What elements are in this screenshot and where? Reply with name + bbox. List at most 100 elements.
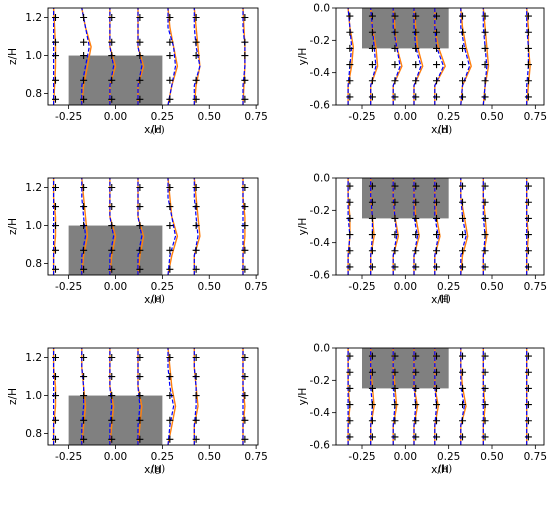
measurement-marker xyxy=(241,14,249,22)
measurement-marker xyxy=(80,265,88,273)
x-tick-label: 0.25 xyxy=(151,111,174,123)
x-tick-label: 0.25 xyxy=(151,451,174,463)
plot-area xyxy=(52,178,249,275)
measurement-marker xyxy=(108,76,116,84)
measurement-marker xyxy=(412,352,420,360)
measurement-marker xyxy=(52,184,59,192)
y-tick-label: -0.4 xyxy=(310,67,331,79)
measurement-marker xyxy=(412,368,420,376)
panel-e: -0.25 0.00 0.25 0.50 0.75 0.8 1.0 1.2 x/H z/H (e) xyxy=(7,177,268,306)
measurement-marker xyxy=(412,93,420,101)
measurement-marker xyxy=(241,76,249,84)
x-tick-label: 0.50 xyxy=(198,281,221,293)
measurement-marker xyxy=(481,368,489,376)
measurement-marker xyxy=(459,44,467,52)
measurement-marker xyxy=(108,392,116,400)
measurement-marker xyxy=(524,198,532,206)
solid-profile-6 xyxy=(460,348,467,445)
measurement-marker xyxy=(192,38,200,46)
measurement-marker xyxy=(524,93,532,101)
y-axis-title: y/H xyxy=(297,218,309,236)
measurement-marker xyxy=(108,246,116,254)
panel-g: -0.25 0.00 0.25 0.50 0.75 0.8 1.0 1.2 x/H z/H (g) xyxy=(7,347,268,476)
measurement-marker xyxy=(136,265,144,273)
solid-profile-3 xyxy=(392,8,403,105)
measurement-marker xyxy=(241,222,249,230)
measurement-marker xyxy=(524,417,532,425)
measurement-marker xyxy=(412,231,420,239)
solid-profile-5 xyxy=(434,8,446,105)
panel-caption: (d) xyxy=(438,125,452,136)
measurement-marker xyxy=(391,77,399,85)
measurement-marker xyxy=(459,198,467,206)
dashed-profile-6 xyxy=(460,178,467,275)
measurement-marker xyxy=(481,12,489,20)
measurement-marker xyxy=(391,384,399,392)
measurement-marker xyxy=(52,95,59,103)
measurement-marker xyxy=(166,184,174,192)
measurement-marker xyxy=(80,222,88,230)
measurement-marker xyxy=(433,44,441,52)
measurement-marker xyxy=(136,416,144,424)
dashed-profile-6 xyxy=(193,178,199,275)
measurement-marker xyxy=(368,28,376,36)
measurement-marker xyxy=(192,392,200,400)
dashed-profile-3 xyxy=(392,348,396,445)
x-tick-label: 0.00 xyxy=(394,111,417,123)
measurement-marker xyxy=(80,373,88,381)
measurement-marker xyxy=(524,263,532,271)
y-axis-title: z/H xyxy=(7,48,19,65)
dashed-profile-2 xyxy=(370,8,377,105)
y-tick-label: 1.0 xyxy=(25,50,42,62)
measurement-marker xyxy=(52,76,59,84)
x-axis-title: x/H xyxy=(144,294,162,306)
x-tick-label: -0.25 xyxy=(55,111,82,123)
dashed-profile-2 xyxy=(370,178,373,275)
x-tick-label: 0.25 xyxy=(437,451,460,463)
solid-profile-2 xyxy=(81,178,89,275)
x-tick-label: 0.75 xyxy=(524,111,547,123)
measurement-marker xyxy=(136,203,144,211)
measurement-marker xyxy=(80,354,88,362)
measurement-marker xyxy=(391,417,399,425)
panel-c: -0.25 0.00 0.25 0.50 0.75 0.8 1.0 1.2 x/H z/H (c) xyxy=(7,7,268,136)
panel-caption: (g) xyxy=(151,464,165,475)
measurement-marker xyxy=(136,392,144,400)
x-axis-title: x/H xyxy=(431,124,449,136)
dashed-profile-1 xyxy=(347,178,351,275)
measurement-marker xyxy=(166,203,174,211)
measurement-marker xyxy=(481,433,489,441)
measurement-marker xyxy=(80,246,88,254)
dashed-profile-8 xyxy=(526,8,530,105)
measurement-marker xyxy=(192,265,200,273)
measurement-marker xyxy=(368,433,376,441)
measurement-marker xyxy=(52,38,59,46)
y-tick-label: 0.0 xyxy=(313,3,330,15)
measurement-marker xyxy=(166,416,174,424)
measurement-marker xyxy=(524,182,532,190)
dashed-profile-3 xyxy=(392,8,401,105)
measurement-marker xyxy=(459,401,467,409)
x-tick-label: 0.50 xyxy=(198,111,221,123)
x-tick-label: 0.25 xyxy=(437,281,460,293)
measurement-marker xyxy=(166,373,174,381)
y-tick-label: 1.2 xyxy=(25,12,42,24)
dashed-profile-3 xyxy=(392,178,398,275)
measurement-marker xyxy=(80,392,88,400)
measurement-marker xyxy=(241,184,249,192)
measurement-marker xyxy=(481,384,489,392)
solid-profile-5 xyxy=(167,348,177,445)
measurement-marker xyxy=(166,435,174,443)
x-tick-label: 0.50 xyxy=(480,111,503,123)
measurement-marker xyxy=(524,368,532,376)
measurement-marker xyxy=(481,263,489,271)
measurement-marker xyxy=(412,263,420,271)
measurement-marker xyxy=(459,231,467,239)
x-tick-label: -0.25 xyxy=(55,451,82,463)
x-axis-title: x/H xyxy=(144,124,162,136)
y-axis-title: y/H xyxy=(297,388,309,406)
measurement-marker xyxy=(108,222,116,230)
measurement-marker xyxy=(166,222,174,230)
y-tick-label: -0.2 xyxy=(310,375,331,387)
